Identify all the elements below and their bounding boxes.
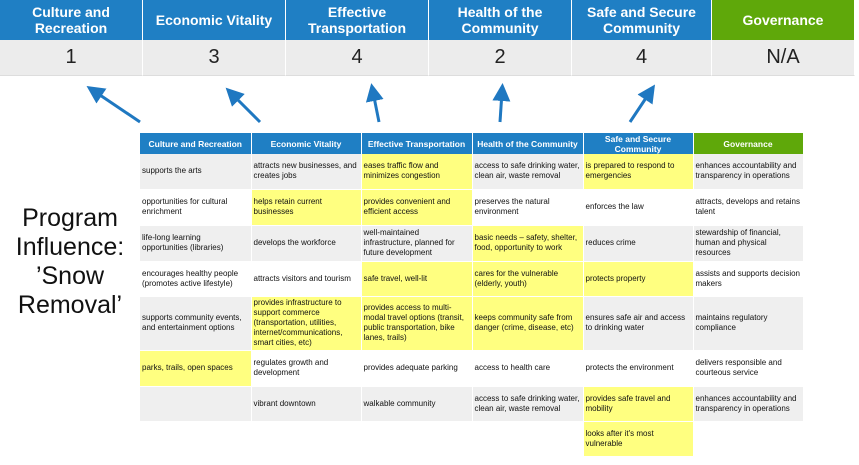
table-row: looks after it's most vulnerable: [140, 421, 804, 457]
table-cell: attracts visitors and tourism: [251, 261, 362, 297]
program-influence-label: Program Influence: ’Snow Removal’: [15, 204, 125, 319]
table-cell: regulates growth and development: [251, 350, 362, 387]
table-cell: enhances accountability and transparency…: [693, 386, 804, 422]
arrow-icon: [492, 83, 511, 123]
table-cell: assists and supports decision makers: [693, 261, 804, 297]
table-cell: protects the environment: [583, 350, 694, 387]
table-row: supports community events, and entertain…: [140, 296, 804, 351]
table-cell: preserves the natural environment: [472, 189, 584, 226]
table-cell: eases traffic flow and minimizes congest…: [361, 154, 473, 190]
table-cell: enforces the law: [583, 189, 694, 226]
table-header: Governance: [693, 133, 804, 154]
table-cell: vibrant downtown: [251, 386, 362, 422]
category-header: Effective Transportation: [286, 0, 429, 40]
table-cell: enhances accountability and transparency…: [693, 154, 804, 190]
table-cell: [140, 421, 252, 457]
table-cell: basic needs – safety, shelter, food, opp…: [472, 225, 584, 262]
table-cell: [472, 421, 584, 457]
category-score: N/A: [712, 40, 855, 76]
table-cell: [361, 421, 473, 457]
category-header: Culture and Recreation: [0, 0, 143, 40]
table-cell: ensures safe air and access to drinking …: [583, 296, 694, 351]
table-cell: delivers responsible and courteous servi…: [693, 350, 804, 387]
table-header: Health of the Community: [472, 133, 584, 154]
table-row: vibrant downtown walkable community access…: [140, 386, 804, 422]
table-cell: safe travel, well-lit: [361, 261, 473, 297]
table-cell: provides access to multi-modal travel op…: [361, 296, 473, 351]
category-score: 3: [143, 40, 286, 76]
table-cell: provides infrastructure to support comme…: [251, 296, 362, 351]
arrow-icon: [365, 83, 384, 123]
category-header: Economic Vitality: [143, 0, 286, 40]
table-cell: helps retain current businesses: [251, 189, 362, 226]
category-header: Governance: [712, 0, 855, 40]
table-cell: develops the workforce: [251, 225, 362, 262]
table-row: supports the arts attracts new businesses…: [140, 154, 804, 190]
table-cell: life-long learning opportunities (librar…: [140, 225, 252, 262]
table-row: parks, trails, open spaces regulates grow…: [140, 350, 804, 387]
arrow-icon: [628, 84, 655, 123]
table-header: Safe and Secure Community: [583, 133, 694, 154]
category-score: 4: [572, 40, 712, 76]
arrows: [86, 83, 655, 124]
table-cell: attracts, develops and retains talent: [693, 189, 804, 226]
table-cell: walkable community: [361, 386, 473, 422]
table-cell: stewardship of financial, human and phys…: [693, 225, 804, 262]
table-cell: protects property: [583, 261, 694, 297]
table-row: opportunities for cultural enrichment hel…: [140, 189, 804, 226]
table-cell: encourages healthy people (promotes acti…: [140, 261, 252, 297]
table-cell: provides safe travel and mobility: [583, 386, 694, 422]
table-header: Economic Vitality: [251, 133, 362, 154]
arrow-icon: [225, 87, 262, 124]
table-cell: cares for the vulnerable (elderly, youth…: [472, 261, 584, 297]
table-cell: [251, 421, 362, 457]
table-cell: [140, 386, 252, 422]
table-cell: opportunities for cultural enrichment: [140, 189, 252, 226]
table-cell: maintains regulatory compliance: [693, 296, 804, 351]
score-summary: Culture and Recreation Economic Vitality E…: [0, 0, 855, 76]
table-cell: access to safe drinking water, clean air…: [472, 154, 584, 190]
category-score: 1: [0, 40, 143, 76]
table-cell: looks after it's most vulnerable: [583, 421, 694, 457]
table-cell: keeps community safe from danger (crime,…: [472, 296, 584, 351]
category-score: 2: [429, 40, 572, 76]
table-cell: provides adequate parking: [361, 350, 473, 387]
table-cell: access to health care: [472, 350, 584, 387]
table-cell: attracts new businesses, and creates job…: [251, 154, 362, 190]
table-cell: provides convenient and efficient access: [361, 189, 473, 226]
table-header: Effective Transportation: [361, 133, 473, 154]
table-row: life-long learning opportunities (librar…: [140, 225, 804, 262]
category-header: Safe and Secure Community: [572, 0, 712, 40]
table-cell: parks, trails, open spaces: [140, 350, 252, 387]
table-cell: reduces crime: [583, 225, 694, 262]
category-score: 4: [286, 40, 429, 76]
influence-table: Culture and Recreation Economic Vitality E…: [140, 133, 804, 457]
table-cell: access to safe drinking water, clean air…: [472, 386, 584, 422]
table-cell: well-maintained infrastructure, planned …: [361, 225, 473, 262]
table-row: encourages healthy people (promotes acti…: [140, 261, 804, 297]
table-cell: supports community events, and entertain…: [140, 296, 252, 351]
arrow-icon: [86, 85, 141, 124]
table-cell: [693, 421, 804, 457]
table-cell: is prepared to respond to emergencies: [583, 154, 694, 190]
category-header: Health of the Community: [429, 0, 572, 40]
table-cell: supports the arts: [140, 154, 252, 190]
table-header: Culture and Recreation: [140, 133, 252, 154]
